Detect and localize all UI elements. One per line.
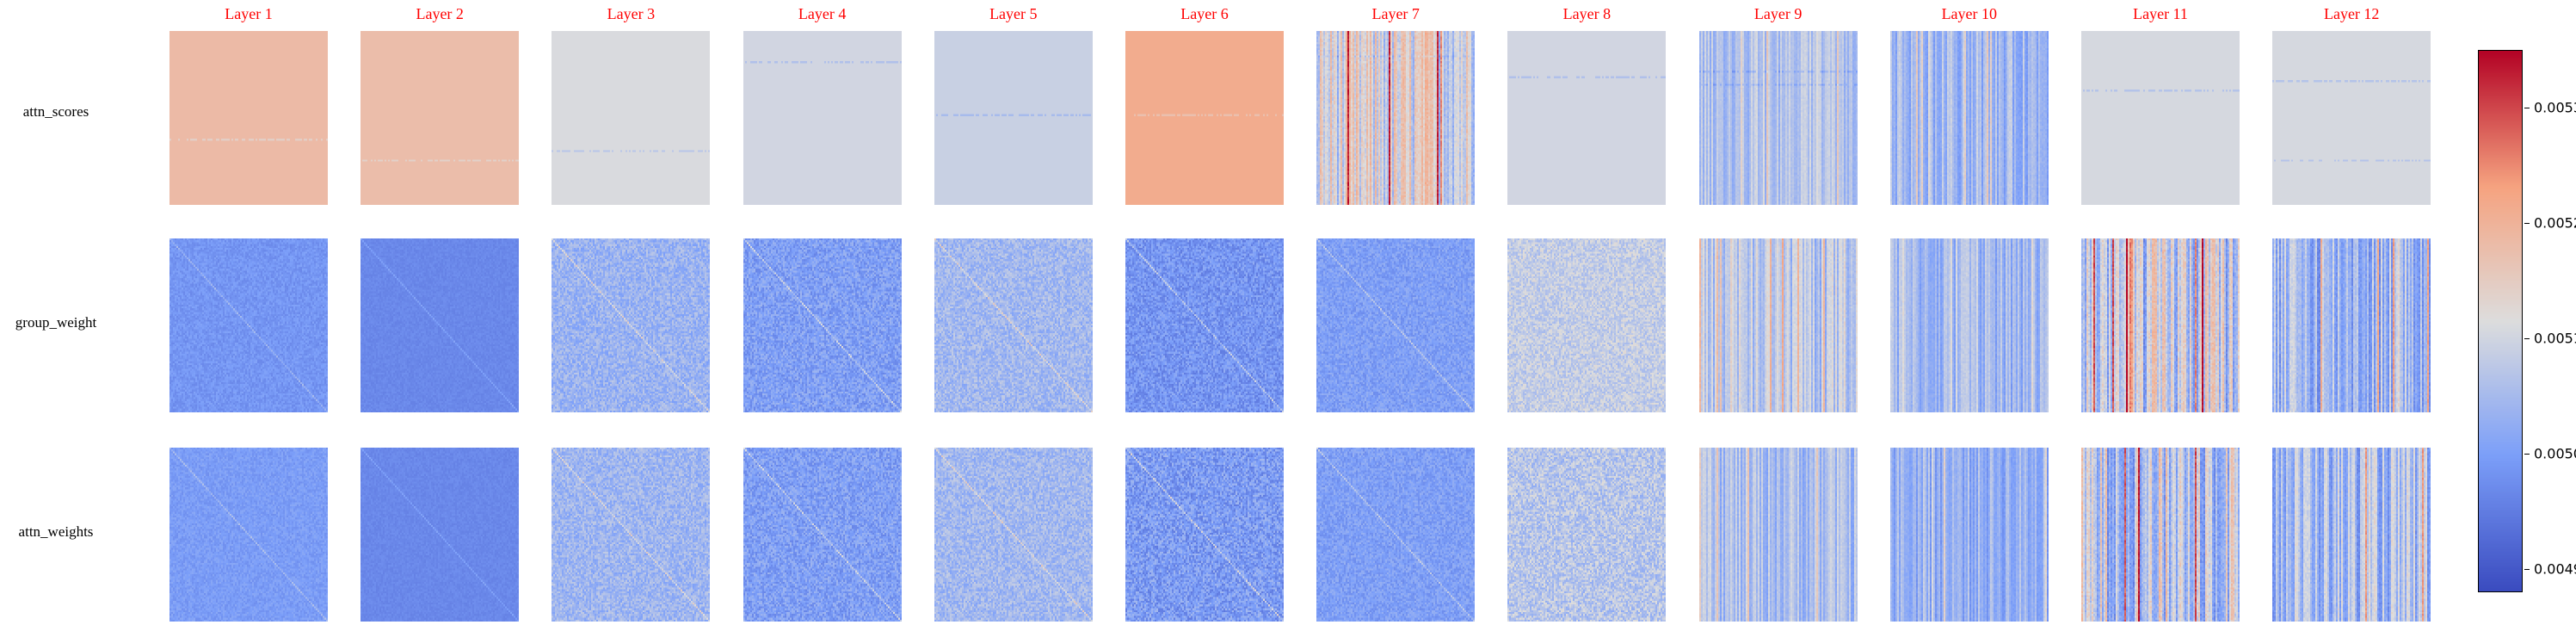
- layer-title: Layer 5: [989, 5, 1038, 22]
- heatmap-cell: [2272, 238, 2431, 412]
- layer-title: Layer 3: [607, 5, 656, 22]
- heatmap-cell: [169, 238, 328, 412]
- layer-title: Layer 6: [1180, 5, 1229, 22]
- layer-title: Layer 4: [798, 5, 847, 22]
- layer-title: Layer 7: [1371, 5, 1420, 22]
- heatmap-cell: [361, 31, 520, 205]
- layer-title: Layer 1: [225, 5, 273, 22]
- colorbar-tick-label: 0.0053: [2534, 99, 2576, 116]
- heatmap-cell: [1698, 238, 1858, 412]
- heatmap-cell: [1316, 238, 1476, 412]
- colorbar-tick-label: 0.0049: [2534, 560, 2576, 578]
- heatmap-cell: [934, 448, 1093, 622]
- row-label: attn_weights: [18, 523, 94, 540]
- colorbar-tick: [2524, 338, 2530, 340]
- colorbar: [2478, 50, 2523, 592]
- heatmap-cell: [169, 448, 328, 622]
- heatmap-cell: [743, 238, 902, 412]
- heatmap-cell: [361, 238, 520, 412]
- heatmap-cell: [2081, 238, 2240, 412]
- layer-title: Layer 2: [416, 5, 464, 22]
- heatmap-cell: [1507, 31, 1667, 205]
- row-label: attn_scores: [22, 103, 89, 120]
- heatmap-cell: [1125, 448, 1284, 622]
- heatmap-cell: [2272, 31, 2431, 205]
- heatmap-cell: [1889, 448, 2049, 622]
- heatmap-cell: [1698, 448, 1858, 622]
- heatmap-cell: [934, 31, 1093, 205]
- layer-title: Layer 8: [1562, 5, 1612, 22]
- heatmap-cell: [1125, 31, 1284, 205]
- heatmap-cell: [1889, 31, 2049, 205]
- row-label: group_weight: [15, 314, 97, 331]
- heatmap-cell: [552, 31, 711, 205]
- colorbar-tick-label: 0.0052: [2534, 214, 2576, 232]
- heatmap-cell: [1889, 238, 2049, 412]
- heatmap-cell: [1698, 31, 1858, 205]
- colorbar-tick: [2524, 454, 2530, 455]
- heatmap-cell: [2272, 448, 2431, 622]
- layer-title: Layer 9: [1753, 5, 1803, 22]
- heatmap-cell: [934, 238, 1093, 412]
- layer-title: Layer 11: [2133, 5, 2188, 22]
- heatmap-cell: [1507, 238, 1667, 412]
- heatmap-cell: [743, 31, 902, 205]
- heatmap-cell: [2081, 31, 2240, 205]
- heatmap-cell: [1316, 448, 1476, 622]
- colorbar-tick: [2524, 223, 2530, 225]
- colorbar-tick-label: 0.0051: [2534, 330, 2576, 347]
- heatmap-cell: [169, 31, 328, 205]
- heatmap-cell: [361, 448, 520, 622]
- heatmap-cell: [552, 448, 711, 622]
- colorbar-tick: [2524, 569, 2530, 571]
- heatmap-cell: [552, 238, 711, 412]
- heatmap-cell: [743, 448, 902, 622]
- heatmap-cell: [1507, 448, 1667, 622]
- layer-title: Layer 10: [1941, 5, 1998, 22]
- heatmap-cell: [2081, 448, 2240, 622]
- heatmap-cell: [1316, 31, 1476, 205]
- layer-title: Layer 12: [2323, 5, 2380, 22]
- heatmap-cell: [1125, 238, 1284, 412]
